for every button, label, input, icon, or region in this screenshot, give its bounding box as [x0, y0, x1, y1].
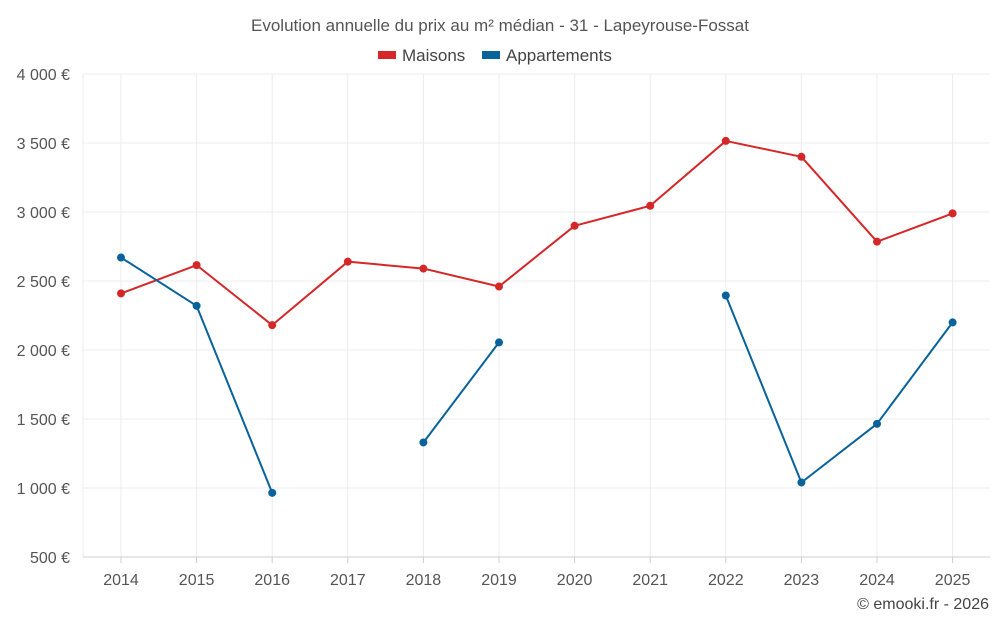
data-point-maisons-2021[interactable] — [646, 201, 655, 210]
data-point-maisons-2014[interactable] — [117, 289, 125, 298]
y-tick-label: 500 € — [30, 550, 70, 567]
x-tick-label: 2022 — [708, 572, 744, 589]
legend-item-appartements[interactable]: Appartements — [482, 46, 612, 65]
series-appartements — [117, 253, 957, 497]
x-tick-label: 2019 — [481, 572, 517, 589]
data-point-appartements-2023[interactable] — [797, 478, 806, 487]
x-tick-label: 2017 — [330, 572, 366, 589]
y-tick-label: 1 500 € — [17, 412, 70, 429]
legend-item-maisons[interactable]: Maisons — [378, 46, 465, 65]
data-point-maisons-2017[interactable] — [343, 257, 352, 266]
data-point-appartements-2015[interactable] — [192, 301, 201, 310]
y-tick-label: 1 000 € — [17, 481, 70, 498]
legend-swatch-appartements — [482, 51, 500, 59]
y-tick-label: 4 000 € — [17, 67, 70, 84]
series-line-appartements — [422, 341, 500, 444]
series-line-maisons — [120, 139, 953, 327]
data-point-maisons-2022[interactable] — [721, 136, 730, 145]
gridlines — [82, 73, 990, 557]
data-point-maisons-2019[interactable] — [495, 282, 503, 291]
data-point-appartements-2019[interactable] — [495, 338, 503, 347]
data-point-appartements-2014[interactable] — [117, 253, 125, 262]
x-tick-label: 2018 — [406, 572, 442, 589]
data-point-maisons-2016[interactable] — [268, 321, 277, 330]
x-tick-label: 2024 — [859, 572, 895, 589]
legend-label-appartements: Appartements — [506, 46, 612, 65]
y-tick-label: 3 500 € — [17, 136, 70, 153]
data-point-maisons-2025[interactable] — [948, 209, 957, 218]
series-layer — [117, 136, 957, 497]
x-tick-label: 2014 — [103, 572, 139, 589]
data-point-appartements-2016[interactable] — [268, 488, 277, 497]
data-point-maisons-2020[interactable] — [570, 221, 579, 230]
x-tick-label: 2023 — [784, 572, 820, 589]
y-tick-label: 2 500 € — [17, 274, 70, 291]
legend-swatch-maisons — [378, 51, 396, 59]
legend: Maisons Appartements — [378, 46, 612, 65]
x-tick-label: 2025 — [935, 572, 971, 589]
credit-text: © emooki.fr - 2026 — [857, 596, 989, 613]
chart-title: Evolution annuelle du prix au m² médian … — [251, 16, 749, 35]
data-point-maisons-2024[interactable] — [873, 237, 881, 246]
x-tick-label: 2020 — [557, 572, 593, 589]
data-point-maisons-2023[interactable] — [797, 152, 806, 161]
data-point-appartements-2024[interactable] — [873, 419, 881, 428]
y-tick-label: 2 000 € — [17, 343, 70, 360]
series-maisons — [117, 136, 957, 330]
axes: 500 € 1 000 € 1 500 € 2 000 € 2 500 € 3 000 €… — [17, 67, 990, 589]
y-tick-label: 3 000 € — [17, 205, 70, 222]
data-point-maisons-2018[interactable] — [419, 264, 428, 273]
data-point-appartements-2022[interactable] — [721, 291, 730, 300]
x-tick-label: 2021 — [632, 572, 668, 589]
x-tick-label: 2015 — [179, 572, 215, 589]
x-tick-label: 2016 — [254, 572, 290, 589]
legend-label-maisons: Maisons — [402, 46, 465, 65]
data-point-maisons-2015[interactable] — [192, 261, 201, 270]
series-line-appartements — [724, 295, 954, 484]
data-point-appartements-2018[interactable] — [419, 438, 428, 447]
data-point-appartements-2025[interactable] — [948, 318, 957, 327]
